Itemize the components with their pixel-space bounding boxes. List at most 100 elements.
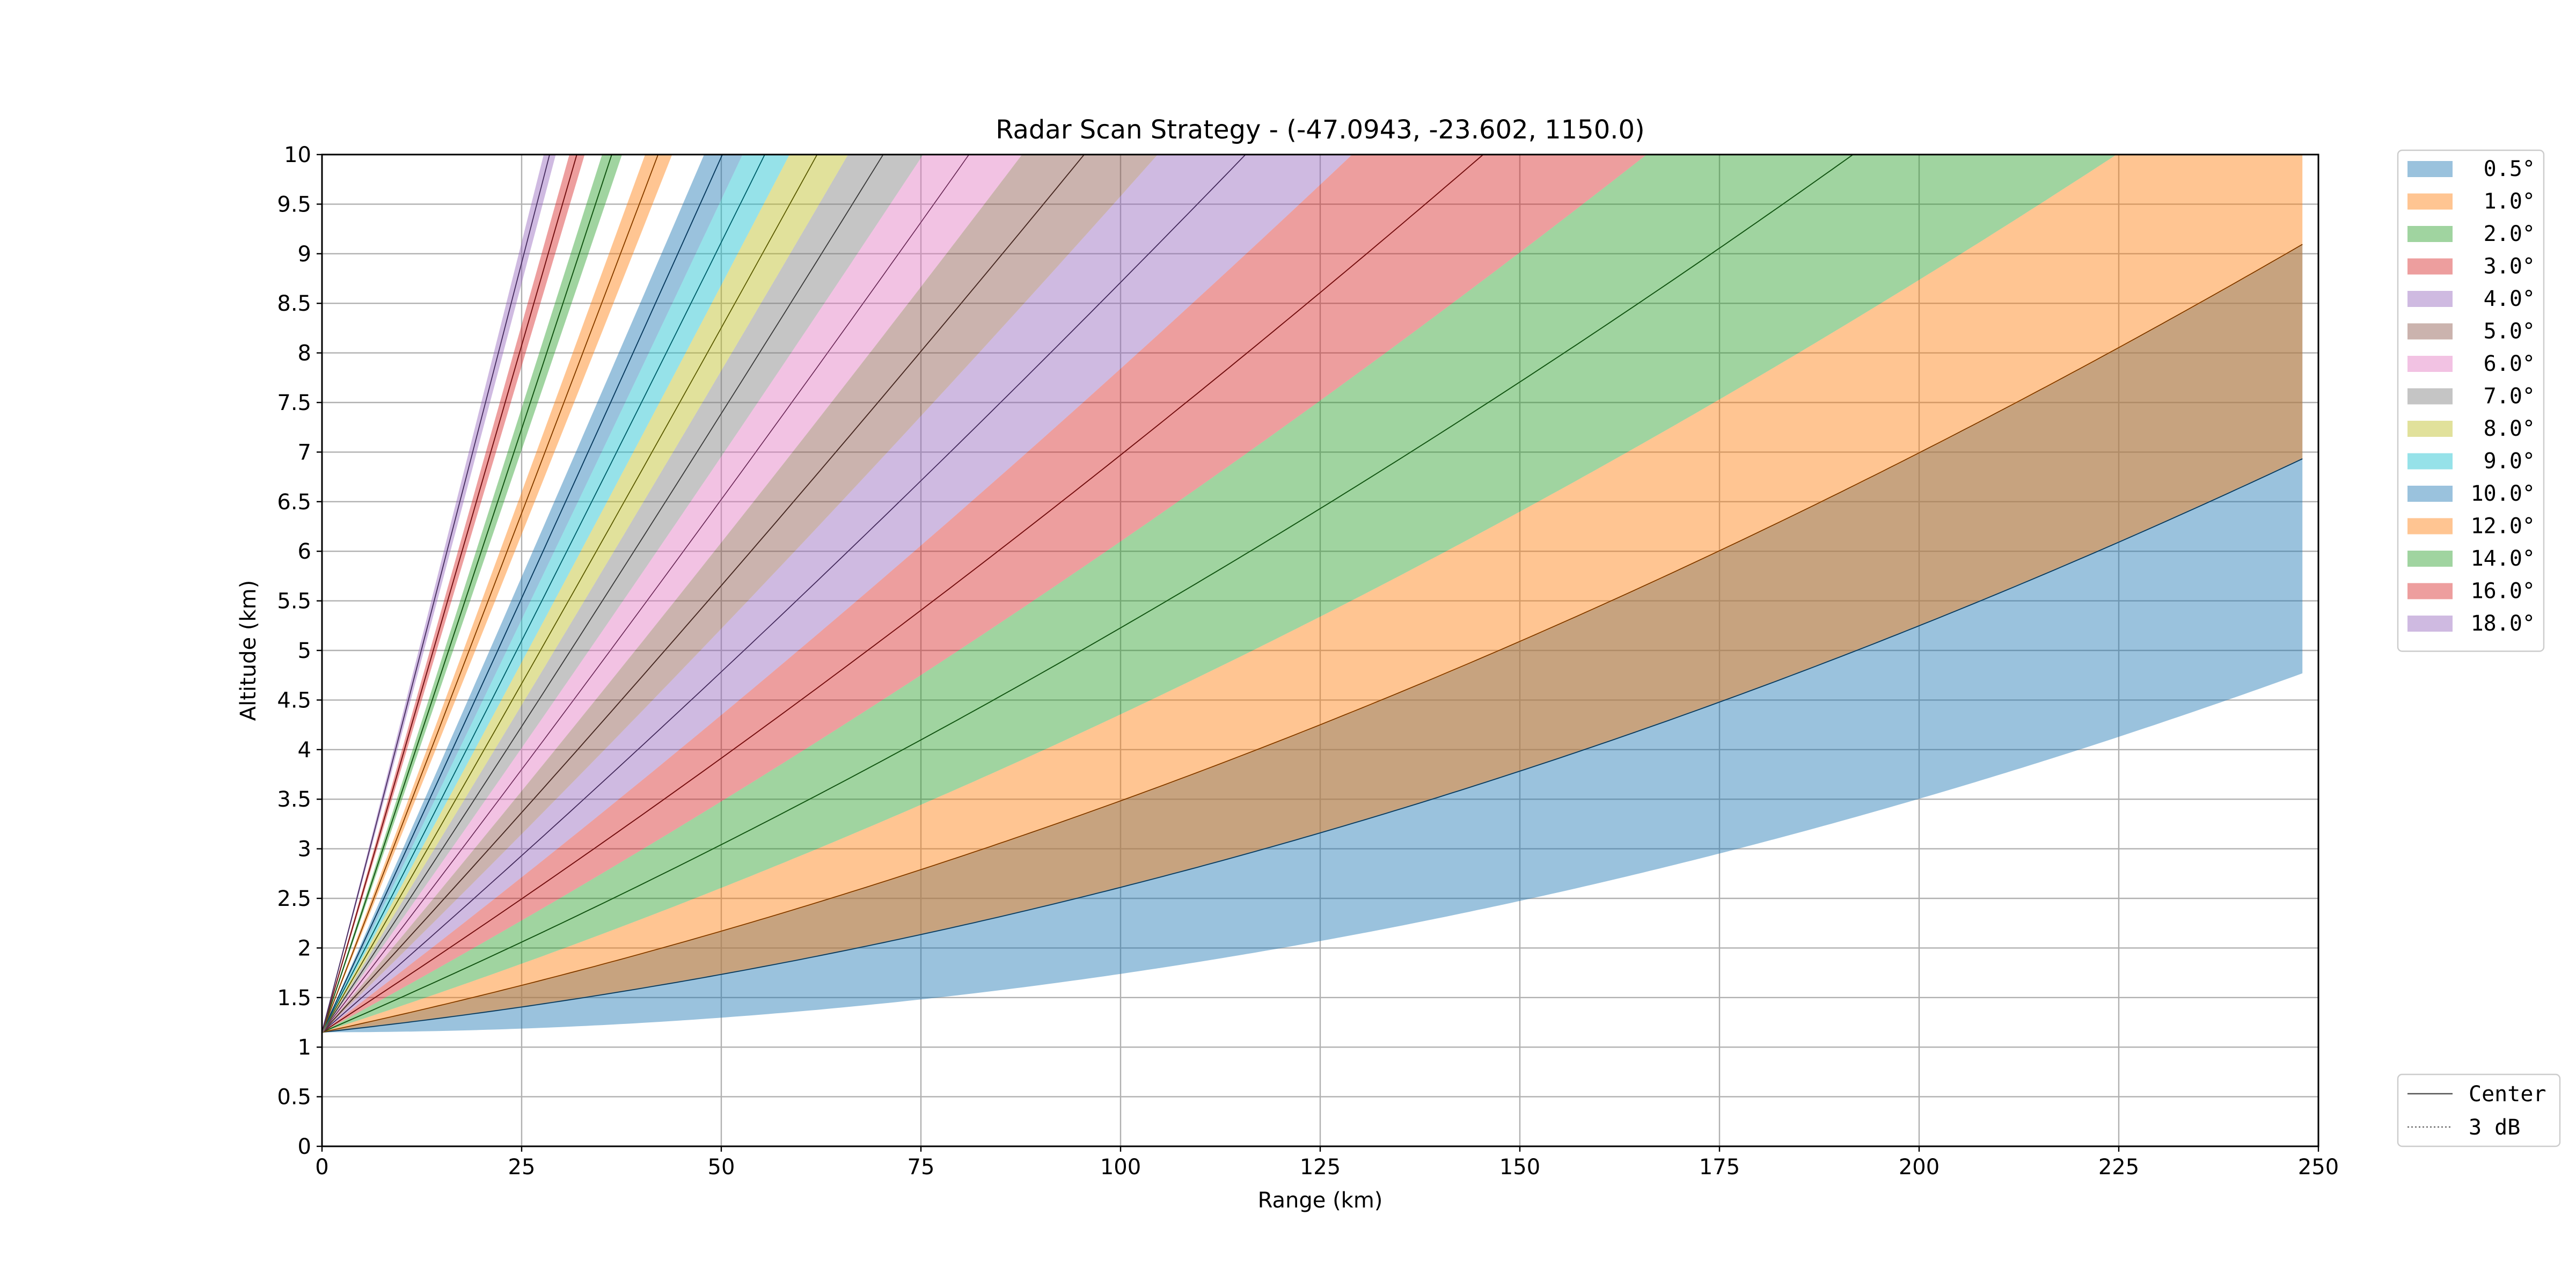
legend-swatch <box>2407 291 2453 307</box>
y-tick-label: 8.5 <box>277 291 311 316</box>
x-tick-label: 150 <box>1499 1155 1540 1180</box>
legend-label: 0.5° <box>2484 157 2535 181</box>
legend-label: 14.0° <box>2471 546 2535 571</box>
y-tick-label: 4 <box>298 738 311 763</box>
beam-area-9deg <box>322 155 790 1033</box>
y-tick-label: 9.5 <box>277 192 311 217</box>
elevation-legend: 0.5° 1.0° 2.0° 3.0° 4.0° 5.0° 6.0° 7.0° 8.0° 9.0°… <box>2397 149 2545 652</box>
y-tick-label: 0.5 <box>277 1085 311 1110</box>
x-tick-label: 225 <box>2098 1155 2139 1180</box>
legend-label: 1.0° <box>2484 189 2535 214</box>
y-tick-label: 7 <box>298 440 311 465</box>
y-tick-label: 2.5 <box>277 887 311 911</box>
beam-center-overlay-8deg <box>322 155 818 1033</box>
line-legend-label: 3 dB <box>2469 1115 2520 1140</box>
legend-label: 8.0° <box>2484 416 2535 441</box>
beam-areas <box>322 155 2303 1033</box>
beam-area-4deg <box>322 155 1352 1033</box>
beam-center-overlay-1deg <box>322 244 2303 1033</box>
y-tick-label: 6 <box>298 539 311 564</box>
beam-center-overlay-4deg <box>322 155 1246 1033</box>
y-tick-label: 0 <box>298 1135 311 1159</box>
legend-swatch <box>2407 356 2453 372</box>
x-axis-label: Range (km) <box>1258 1188 1383 1213</box>
beam-center-overlay-3deg <box>322 155 1484 1033</box>
axis-ticks: 0 25 50 75 100 125 150 175 200 225 25000.511.522.5… <box>277 143 2339 1180</box>
legend-swatch <box>2407 388 2453 405</box>
x-tick-label: 200 <box>1899 1155 1940 1180</box>
legend-label: 5.0° <box>2484 319 2535 344</box>
y-axis-label: Altitude (km) <box>236 580 261 721</box>
legend-label: 18.0° <box>2471 611 2535 636</box>
y-tick-label: 2 <box>298 936 311 961</box>
legend-label: 9.0° <box>2484 449 2535 474</box>
y-tick-label: 10 <box>284 143 311 167</box>
x-tick-label: 0 <box>315 1155 328 1180</box>
beam-center-overlay-7deg <box>322 155 884 1033</box>
beam-center-overlay-5deg <box>322 155 1085 1033</box>
legend-label: 16.0° <box>2471 579 2535 604</box>
beam-area-18deg <box>322 155 556 1033</box>
chart-title: Radar Scan Strategy - (-47.0943, -23.602… <box>996 115 1645 145</box>
x-tick-label: 25 <box>508 1155 536 1180</box>
beam-area-7deg <box>322 155 924 1033</box>
legend-swatch <box>2407 583 2453 599</box>
legend-swatch <box>2407 323 2453 340</box>
beam-area-8deg <box>322 155 848 1033</box>
beam-area-16deg <box>322 155 585 1033</box>
legend-label: 12.0° <box>2471 514 2535 539</box>
beam-area-14deg <box>322 155 623 1033</box>
beam-area-1deg <box>322 155 2303 1033</box>
x-tick-label: 75 <box>908 1155 935 1180</box>
elevation-legend-frame <box>2397 149 2545 652</box>
legend-swatch <box>2407 518 2453 535</box>
beam-area-0.5deg <box>322 244 2303 1033</box>
y-tick-label: 1 <box>298 1035 311 1060</box>
beam-center-overlay-2deg <box>322 155 1854 1033</box>
legend-swatch <box>2407 453 2453 470</box>
y-tick-label: 9 <box>298 242 311 267</box>
legend-label: 7.0° <box>2484 384 2535 409</box>
x-tick-label: 125 <box>1300 1155 1341 1180</box>
y-tick-label: 6.5 <box>277 490 311 515</box>
legend-label: 6.0° <box>2484 352 2535 376</box>
x-tick-label: 175 <box>1699 1155 1740 1180</box>
legend-label: 4.0° <box>2484 287 2535 311</box>
legend-label: 2.0° <box>2484 222 2535 246</box>
beam-center-overlay-6deg <box>322 155 970 1033</box>
line-legend-frame <box>2397 1073 2561 1147</box>
legend-swatch <box>2407 161 2453 177</box>
legend-label: 10.0° <box>2471 481 2535 506</box>
beam-area-10deg <box>322 155 743 1033</box>
legend-label: 3.0° <box>2484 254 2535 279</box>
line-style-legend: Center 3 dB <box>2397 1073 2561 1147</box>
legend-swatch <box>2407 226 2453 242</box>
legend-swatch <box>2407 193 2453 210</box>
x-tick-label: 50 <box>708 1155 735 1180</box>
beam-area-3deg <box>322 155 1647 1033</box>
y-tick-label: 5.5 <box>277 589 311 614</box>
y-tick-label: 3.5 <box>277 787 311 812</box>
y-tick-label: 4.5 <box>277 688 311 713</box>
beam-area-6deg <box>322 155 1022 1033</box>
legend-swatch <box>2407 486 2453 502</box>
beam-area-12deg <box>322 155 672 1033</box>
y-tick-label: 3 <box>298 837 311 862</box>
beam-center-overlay-9deg <box>322 155 765 1033</box>
legend-swatch <box>2407 258 2453 275</box>
beam-lines <box>322 155 2303 1033</box>
beam-area-2deg <box>322 155 2117 1033</box>
beam-center-overlay-0.5deg <box>322 458 2303 1033</box>
legend-swatch <box>2407 551 2453 567</box>
beam-area-5deg <box>322 155 1158 1033</box>
x-tick-label: 100 <box>1100 1155 1141 1180</box>
legend-swatch <box>2407 616 2453 632</box>
y-tick-label: 1.5 <box>277 986 311 1011</box>
x-tick-label: 250 <box>2298 1155 2339 1180</box>
beam-center-overlay-12deg <box>322 155 658 1033</box>
beam-center-overlay-10deg <box>322 155 723 1033</box>
y-tick-label: 8 <box>298 341 311 366</box>
y-tick-label: 5 <box>298 639 311 663</box>
